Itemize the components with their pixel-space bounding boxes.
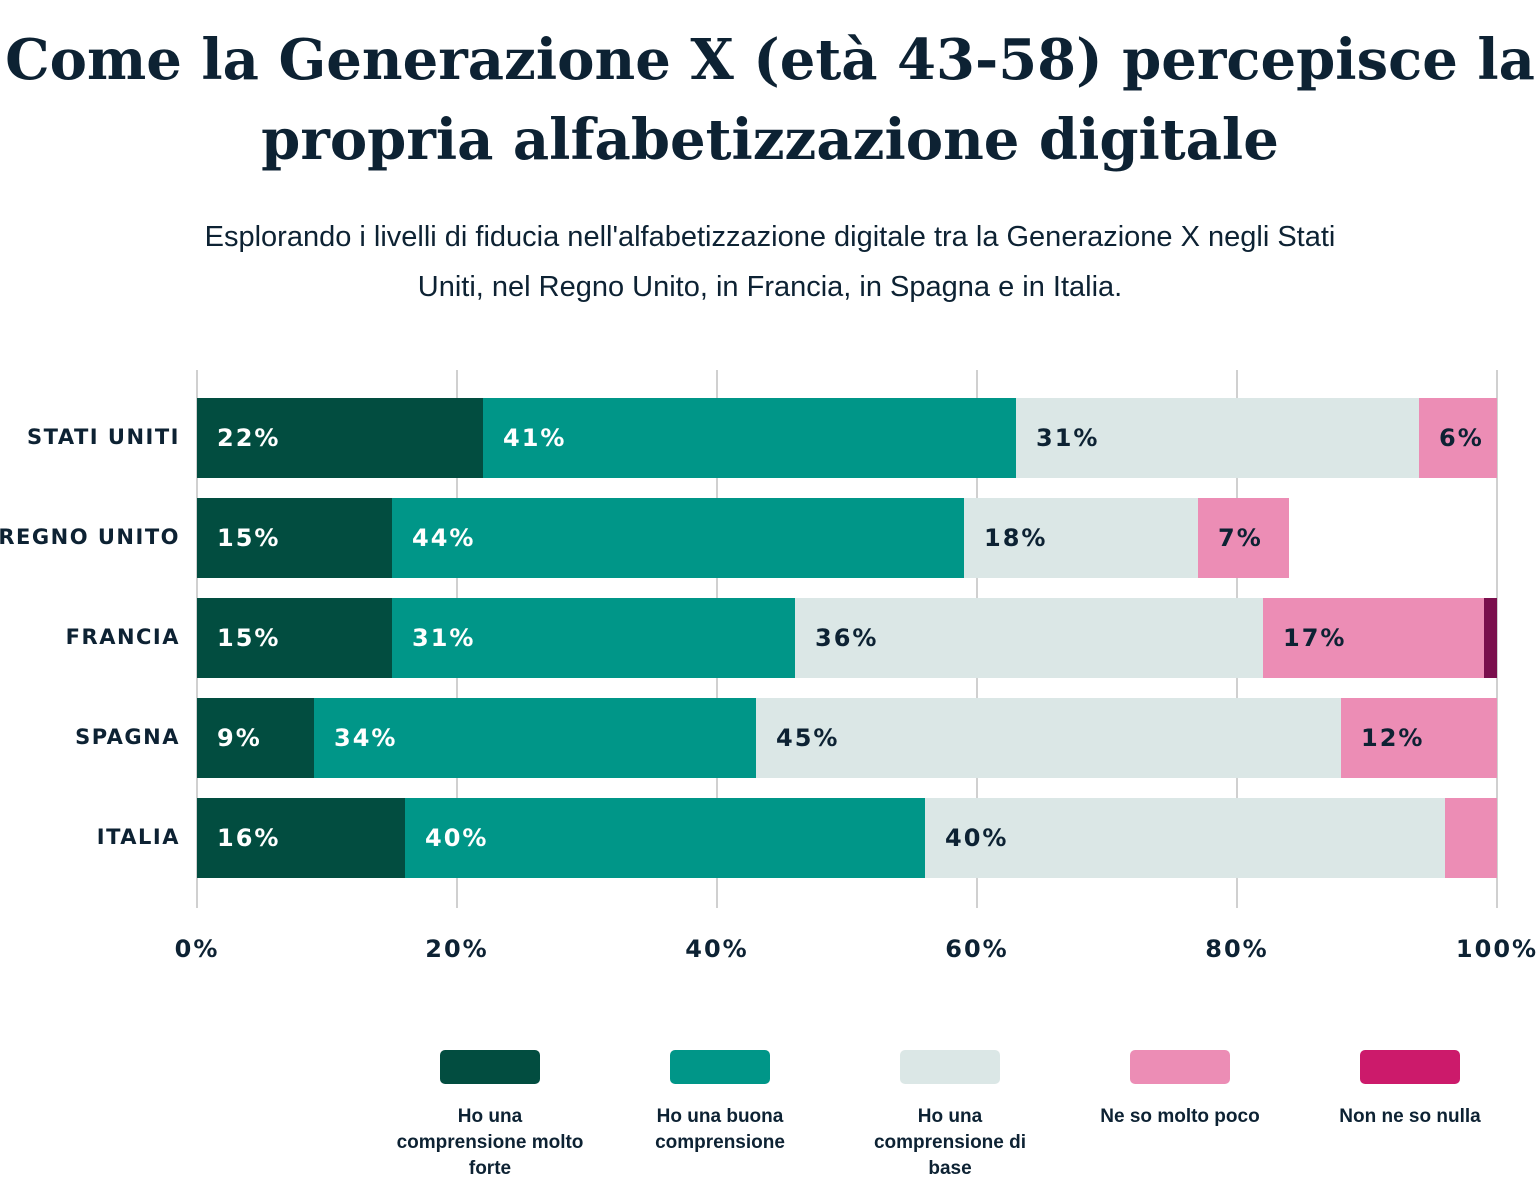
value-label: 15% — [217, 624, 280, 652]
bar-segment — [392, 498, 964, 578]
legend-item: Non ne so nulla — [1295, 1050, 1525, 1130]
legend-label: Ho una buona comprensione — [655, 1106, 785, 1153]
bar-segment — [197, 598, 392, 678]
bar-segment — [483, 398, 1016, 478]
bar-segment — [197, 498, 392, 578]
legend-label: Ne so molto poco — [1100, 1106, 1260, 1127]
value-label: 17% — [1283, 624, 1346, 652]
value-label: 31% — [412, 624, 475, 652]
bar-segment — [197, 798, 405, 878]
bar-segment — [1445, 798, 1497, 878]
legend-item: Ho una comprensione molto forte — [375, 1050, 605, 1182]
value-label: 45% — [776, 724, 839, 752]
bar-segment — [1484, 598, 1497, 678]
value-label: 6% — [1439, 424, 1484, 452]
bar-segment — [1016, 398, 1419, 478]
legend-swatch — [1360, 1050, 1460, 1084]
legend-item: Ho una comprensione di base — [835, 1050, 1065, 1182]
bar-segment — [756, 698, 1341, 778]
value-label: 18% — [984, 524, 1047, 552]
y-tick-label: SPAGNA — [75, 725, 180, 749]
y-tick-label: ITALIA — [97, 825, 180, 849]
x-tick-label: 80% — [1205, 935, 1268, 963]
legend-label: Ho una comprensione di base — [873, 1106, 1027, 1179]
bar-segment — [964, 498, 1198, 578]
bar-segment — [197, 398, 483, 478]
chart-title: Come la Generazione X (età 43-58) percep… — [5, 27, 1535, 173]
value-label: 9% — [217, 724, 262, 752]
value-label: 44% — [412, 524, 475, 552]
chart-subtitle: Esplorando i livelli di fiducia nell'alf… — [204, 221, 1336, 303]
value-label: 31% — [1036, 424, 1099, 452]
x-tick-label: 100% — [1456, 935, 1538, 963]
legend-swatch — [900, 1050, 1000, 1084]
bar-segment — [925, 798, 1445, 878]
bar-segment — [1419, 398, 1497, 478]
x-tick-label: 60% — [945, 935, 1008, 963]
bar-segment — [405, 798, 925, 878]
value-label: 16% — [217, 824, 280, 852]
y-tick-label: FRANCIA — [66, 625, 180, 649]
value-label: 40% — [425, 824, 488, 852]
legend-swatch — [670, 1050, 770, 1084]
value-label: 36% — [815, 624, 878, 652]
chart: 0% 20% 40% 60% 80% 100% STATI UNITI 22% 41% 31% 6%… — [0, 370, 1538, 963]
bar-segment — [1198, 498, 1289, 578]
bar-segment — [197, 698, 314, 778]
legend-label: Ho una comprensione molto forte — [396, 1106, 584, 1179]
bar-segment — [1341, 698, 1497, 778]
value-label: 34% — [334, 724, 397, 752]
x-tick-label: 40% — [685, 935, 748, 963]
legend-item: Ne so molto poco — [1065, 1050, 1295, 1130]
legend-swatch — [440, 1050, 540, 1084]
value-label: 12% — [1361, 724, 1424, 752]
value-label: 15% — [217, 524, 280, 552]
x-tick-label: 0% — [175, 935, 220, 963]
y-tick-label: REGNO UNITO — [0, 525, 180, 549]
value-label: 40% — [945, 824, 1008, 852]
y-tick-label: STATI UNITI — [27, 425, 180, 449]
x-tick-label: 20% — [425, 935, 488, 963]
bar-segment — [1263, 598, 1484, 678]
bar-segment — [314, 698, 756, 778]
legend-label: Non ne so nulla — [1339, 1106, 1481, 1127]
bar-segment — [392, 598, 795, 678]
value-label: 7% — [1218, 524, 1263, 552]
legend-item: Ho una buona comprensione — [605, 1050, 835, 1156]
value-label: 22% — [217, 424, 280, 452]
value-label: 41% — [503, 424, 566, 452]
bar-segment — [795, 598, 1263, 678]
legend-swatch — [1130, 1050, 1230, 1084]
